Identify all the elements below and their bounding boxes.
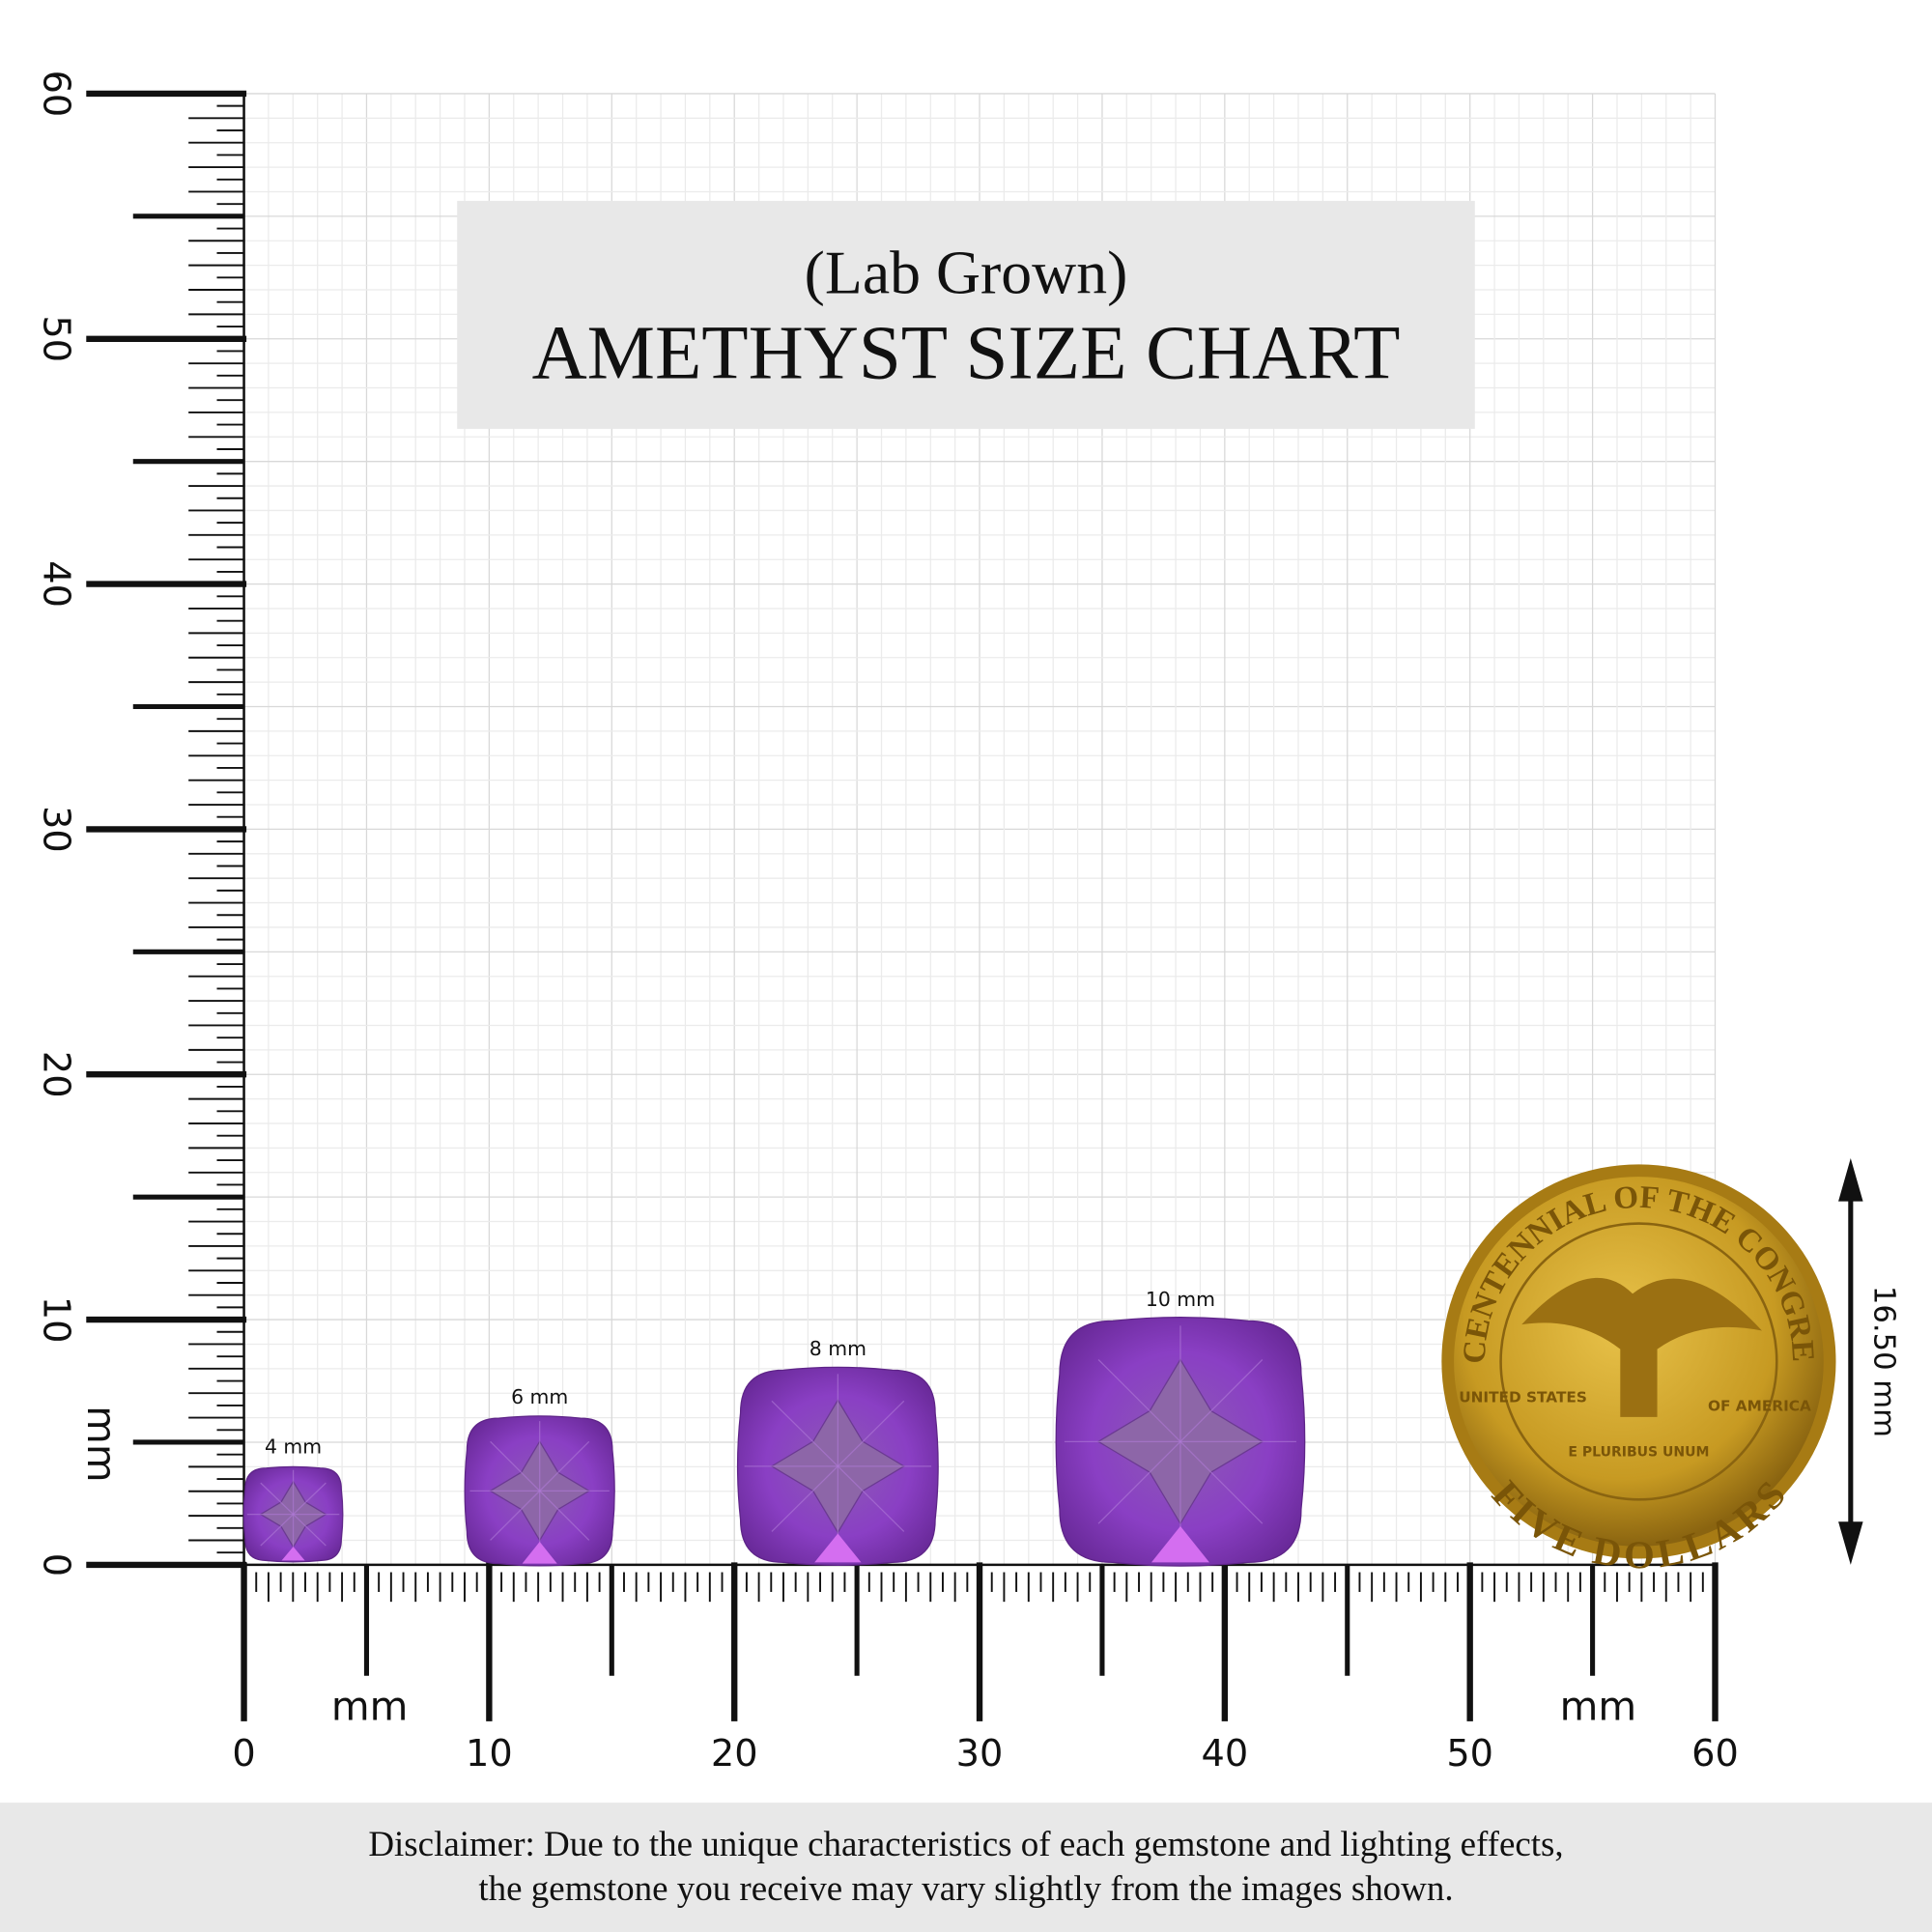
- subtitle: (Lab Grown): [805, 239, 1128, 307]
- gem-label: 8 mm: [810, 1337, 867, 1360]
- gem-facet: [771, 1465, 838, 1532]
- coin-left-text: UNITED STATES: [1459, 1389, 1587, 1406]
- y-tick-label: 10: [35, 1296, 78, 1344]
- gem-facet: [1097, 1440, 1181, 1524]
- coin-ring: [1499, 1222, 1778, 1501]
- coin-right-text: OF AMERICA: [1708, 1397, 1811, 1414]
- y-unit-label: mm: [78, 1406, 125, 1482]
- gem-facet: [837, 1465, 905, 1532]
- disclaimer-band: [0, 1803, 1932, 1932]
- gem-facet: [1097, 1359, 1181, 1442]
- gem-label: 10 mm: [1146, 1288, 1215, 1311]
- gems: 4 mm 6 mm 8 mm 10 mm: [242, 1288, 1306, 1567]
- title: AMETHYST SIZE CHART: [532, 312, 1401, 396]
- x-tick-label: 50: [1446, 1732, 1493, 1776]
- y-tick-label: 40: [35, 560, 78, 608]
- gem-label: 4 mm: [265, 1435, 322, 1458]
- y-tick-label: 60: [35, 71, 78, 118]
- gem-highlight: [814, 1533, 862, 1563]
- gem-facet: [837, 1400, 905, 1467]
- x-unit-label: mm: [1560, 1684, 1636, 1730]
- gem-facet: [490, 1440, 541, 1492]
- x-tick-label: 60: [1691, 1732, 1739, 1776]
- x-tick-label: 30: [956, 1732, 1004, 1776]
- gem-facet: [539, 1440, 590, 1492]
- y-tick-label: 0: [35, 1553, 78, 1577]
- x-tick-label: 20: [711, 1732, 758, 1776]
- gem: 8 mm: [736, 1337, 939, 1566]
- gem-facet: [293, 1514, 327, 1547]
- gem: 4 mm: [242, 1435, 344, 1563]
- coin-motto: E PLURIBUS UNUM: [1568, 1445, 1709, 1461]
- gem-highlight: [281, 1547, 305, 1561]
- gem-label: 6 mm: [511, 1385, 568, 1408]
- gem-facet: [1179, 1359, 1264, 1442]
- gem-facet: [539, 1490, 590, 1541]
- x-unit-label: mm: [331, 1684, 408, 1730]
- arrow-head-bottom: [1838, 1521, 1863, 1565]
- gem-highlight: [522, 1542, 557, 1564]
- gem-highlight: [1151, 1525, 1209, 1563]
- rulers: 0 10 20 30 40 50 60 0 10 20 30 40 50 60 mm mm mm: [35, 71, 1739, 1776]
- gem-facet: [293, 1482, 327, 1516]
- title-box: [457, 200, 1475, 429]
- y-tick-label: 50: [35, 315, 78, 362]
- gem-facet: [260, 1482, 295, 1516]
- gem-facet: [1179, 1440, 1264, 1524]
- y-tick-label: 30: [35, 806, 78, 853]
- x-tick-label: 10: [466, 1732, 513, 1776]
- arrow-head-top: [1838, 1157, 1863, 1202]
- gem-facet: [771, 1400, 838, 1467]
- gem: 10 mm: [1055, 1288, 1306, 1567]
- gem: 6 mm: [464, 1385, 615, 1567]
- gem-facet: [260, 1514, 295, 1547]
- disclaimer-line: Disclaimer: Due to the unique characteri…: [368, 1824, 1563, 1863]
- coin-size-arrow: 16.50 mm: [1838, 1157, 1900, 1565]
- x-tick-label: 40: [1202, 1732, 1249, 1776]
- gem-facet: [490, 1490, 541, 1541]
- y-tick-label: 20: [35, 1051, 78, 1098]
- disclaimer-line: the gemstone you receive may vary slight…: [478, 1868, 1453, 1908]
- coin-size-label: 16.50 mm: [1866, 1286, 1900, 1437]
- x-tick-label: 0: [232, 1732, 255, 1776]
- coin-eagle: [1521, 1277, 1762, 1417]
